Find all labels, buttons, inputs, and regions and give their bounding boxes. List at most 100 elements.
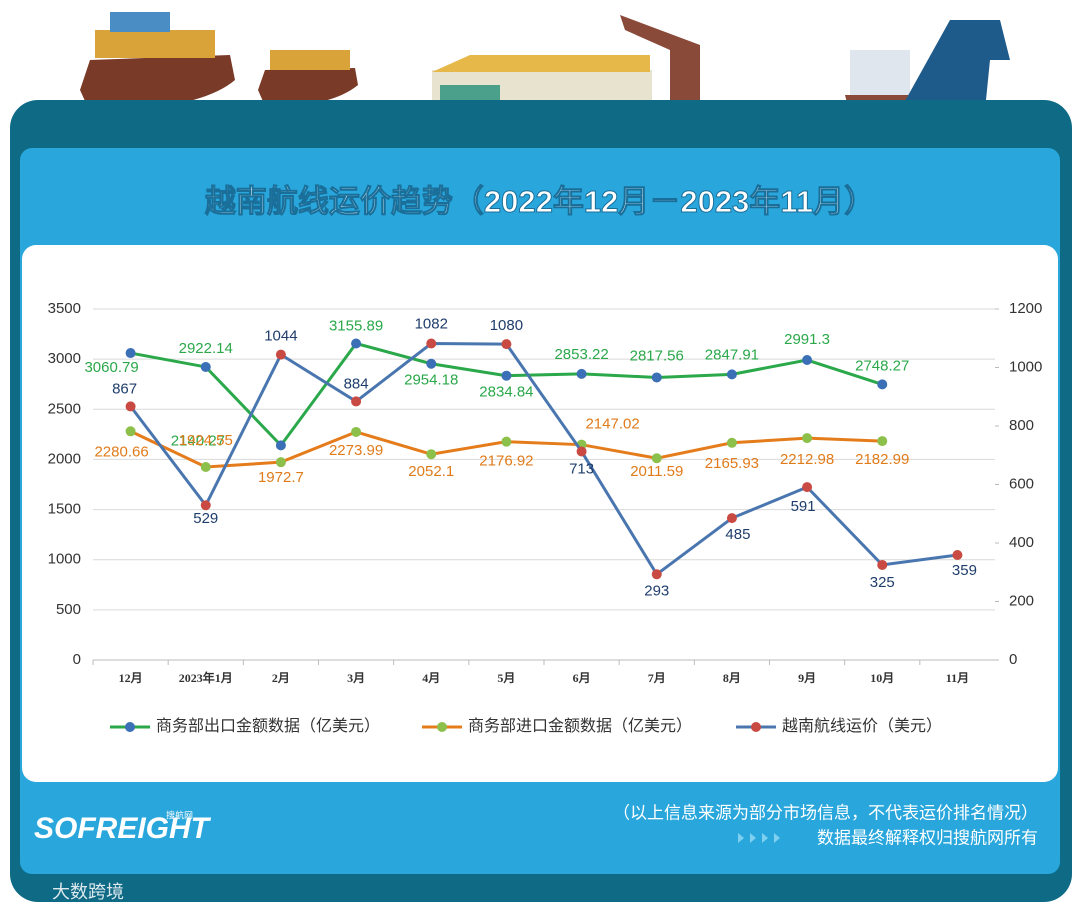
x-tick-label: 5月	[497, 671, 515, 685]
data-point	[877, 436, 888, 447]
y2-tick-label: 400	[1009, 534, 1034, 551]
y2-tick-label: 200	[1009, 592, 1034, 609]
data-label: 2212.98	[780, 451, 834, 468]
y-tick-label: 3500	[48, 300, 81, 317]
series-line	[129, 342, 958, 577]
data-label: 485	[725, 526, 750, 543]
data-label: 1082	[415, 315, 448, 332]
data-point	[275, 457, 286, 468]
data-label: 867	[112, 380, 137, 397]
data-point	[726, 369, 737, 380]
chevrons	[738, 833, 780, 843]
y-tick-label: 0	[73, 651, 81, 668]
data-point	[576, 446, 587, 457]
x-tick-label: 2023年1月	[179, 670, 233, 685]
x-tick-label: 12月	[119, 671, 143, 685]
data-label: 1924.55	[179, 432, 233, 449]
y-tick-label: 3000	[48, 350, 81, 367]
data-label: 2052.1	[408, 463, 454, 480]
data-point	[877, 559, 888, 570]
data-point	[275, 440, 286, 451]
data-point	[200, 500, 211, 511]
data-label: 2147.02	[585, 416, 639, 433]
y2-tick-label: 0	[1009, 651, 1017, 668]
data-label: 2954.18	[404, 372, 458, 389]
data-point	[802, 433, 813, 444]
data-label: 2922.14	[179, 340, 233, 357]
x-tick-label: 2月	[272, 671, 290, 685]
y-tick-label: 1500	[48, 501, 81, 518]
footer-rights: 数据最终解释权归搜航网所有	[817, 828, 1038, 847]
data-label: 884	[344, 375, 369, 392]
data-point	[426, 449, 437, 460]
footer-note: （以上信息来源为部分市场信息，不代表运价排名情况）	[613, 803, 1038, 822]
data-point	[802, 355, 813, 366]
data-label: 2273.99	[329, 442, 383, 459]
header-illustration	[80, 12, 1010, 115]
x-tick-label: 11月	[946, 671, 969, 685]
data-point	[501, 339, 512, 350]
legend-marker	[751, 722, 761, 732]
y2-tick-label: 800	[1009, 417, 1034, 434]
y2-tick-label: 1000	[1009, 358, 1042, 375]
data-point	[726, 437, 737, 448]
plot-card	[22, 245, 1058, 782]
data-label: 2280.66	[94, 443, 148, 460]
data-label: 3155.89	[329, 317, 383, 334]
data-point	[125, 348, 136, 359]
legend-label: 越南航线运价（美元）	[782, 717, 942, 735]
legend-label: 商务部进口金额数据（亿美元）	[468, 717, 692, 735]
data-label: 2140.27	[171, 432, 225, 449]
data-point	[200, 361, 211, 372]
data-point	[651, 569, 662, 580]
data-point	[651, 372, 662, 383]
data-label: 2991.3	[784, 331, 830, 348]
data-point	[651, 453, 662, 464]
data-point	[351, 396, 362, 407]
logo-sub: 搜航网	[166, 809, 193, 820]
x-tick-label: 7月	[648, 671, 666, 685]
x-tick-label: 8月	[723, 671, 741, 685]
data-point	[200, 461, 211, 472]
data-label: 2182.99	[855, 451, 909, 468]
data-label: 325	[870, 574, 895, 591]
data-label: 2834.84	[479, 384, 533, 401]
data-label: 713	[569, 460, 594, 477]
y-tick-label: 2500	[48, 400, 81, 417]
data-point	[952, 549, 963, 560]
data-label: 591	[791, 498, 816, 515]
y-tick-label: 2000	[48, 450, 81, 467]
x-tick-label: 10月	[870, 671, 894, 685]
data-point	[125, 401, 136, 412]
data-point	[351, 338, 362, 349]
y-tick-label: 500	[56, 601, 81, 618]
data-label: 2176.92	[479, 453, 533, 470]
y2-tick-label: 600	[1009, 475, 1034, 492]
data-label: 2748.27	[855, 357, 909, 374]
data-label: 2011.59	[630, 463, 683, 480]
data-label: 529	[193, 510, 218, 527]
data-label: 1972.7	[258, 469, 304, 486]
data-point	[576, 368, 587, 379]
legend-marker	[437, 722, 447, 732]
legend-marker	[125, 722, 135, 732]
data-label: 359	[952, 562, 977, 579]
legend-label: 商务部出口金额数据（亿美元）	[156, 717, 380, 735]
logo-brand: SOFREIGHT	[34, 812, 212, 845]
data-point	[275, 349, 286, 360]
x-tick-label: 3月	[347, 671, 365, 685]
data-point	[351, 426, 362, 437]
data-point	[125, 426, 136, 437]
chart-title: 越南航线运价趋势（2022年12月－2023年11月）	[205, 184, 875, 219]
data-point	[426, 358, 437, 369]
watermark: 大数跨境	[52, 882, 124, 902]
data-label: 2853.22	[554, 346, 608, 363]
y2-tick-label: 1200	[1009, 300, 1042, 317]
data-point	[802, 482, 813, 493]
x-tick-label: 4月	[422, 671, 440, 685]
data-label: 2817.56	[630, 347, 684, 364]
data-point	[501, 436, 512, 447]
data-point	[426, 338, 437, 349]
y-tick-label: 1000	[48, 551, 81, 568]
